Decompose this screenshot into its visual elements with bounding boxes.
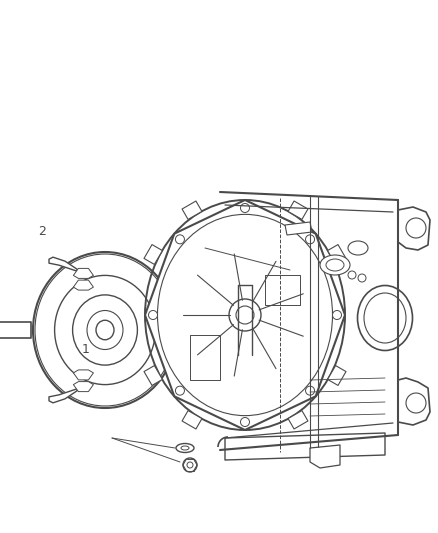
Polygon shape	[144, 366, 162, 385]
Ellipse shape	[320, 255, 350, 275]
Ellipse shape	[183, 458, 197, 472]
Text: 1: 1	[81, 343, 89, 356]
Ellipse shape	[240, 417, 250, 426]
Ellipse shape	[176, 443, 194, 453]
Ellipse shape	[306, 386, 314, 395]
Polygon shape	[74, 269, 93, 278]
Ellipse shape	[33, 252, 177, 408]
Polygon shape	[310, 445, 340, 468]
Ellipse shape	[187, 462, 193, 468]
Ellipse shape	[96, 320, 114, 340]
Polygon shape	[182, 410, 202, 429]
Polygon shape	[285, 222, 312, 235]
Text: 2: 2	[38, 225, 46, 238]
Polygon shape	[74, 370, 93, 380]
Ellipse shape	[181, 446, 189, 450]
Ellipse shape	[236, 306, 254, 324]
Polygon shape	[144, 245, 162, 264]
Polygon shape	[225, 433, 385, 460]
Ellipse shape	[357, 286, 413, 351]
Polygon shape	[49, 389, 77, 403]
Polygon shape	[398, 378, 430, 425]
Polygon shape	[398, 207, 430, 250]
Polygon shape	[288, 201, 308, 220]
Ellipse shape	[332, 311, 342, 319]
Polygon shape	[190, 335, 220, 380]
Polygon shape	[74, 382, 93, 392]
Ellipse shape	[148, 311, 158, 319]
Circle shape	[348, 271, 356, 279]
Ellipse shape	[240, 204, 250, 213]
Polygon shape	[328, 366, 346, 385]
Ellipse shape	[348, 241, 368, 255]
Polygon shape	[182, 201, 202, 220]
Polygon shape	[145, 200, 345, 430]
Polygon shape	[288, 410, 308, 429]
Polygon shape	[0, 322, 31, 338]
Polygon shape	[49, 257, 77, 271]
Ellipse shape	[229, 299, 261, 331]
Polygon shape	[328, 245, 346, 264]
Ellipse shape	[306, 235, 314, 244]
Ellipse shape	[176, 235, 184, 244]
Circle shape	[358, 274, 366, 282]
Ellipse shape	[176, 386, 184, 395]
Polygon shape	[74, 280, 93, 290]
Polygon shape	[265, 275, 300, 305]
